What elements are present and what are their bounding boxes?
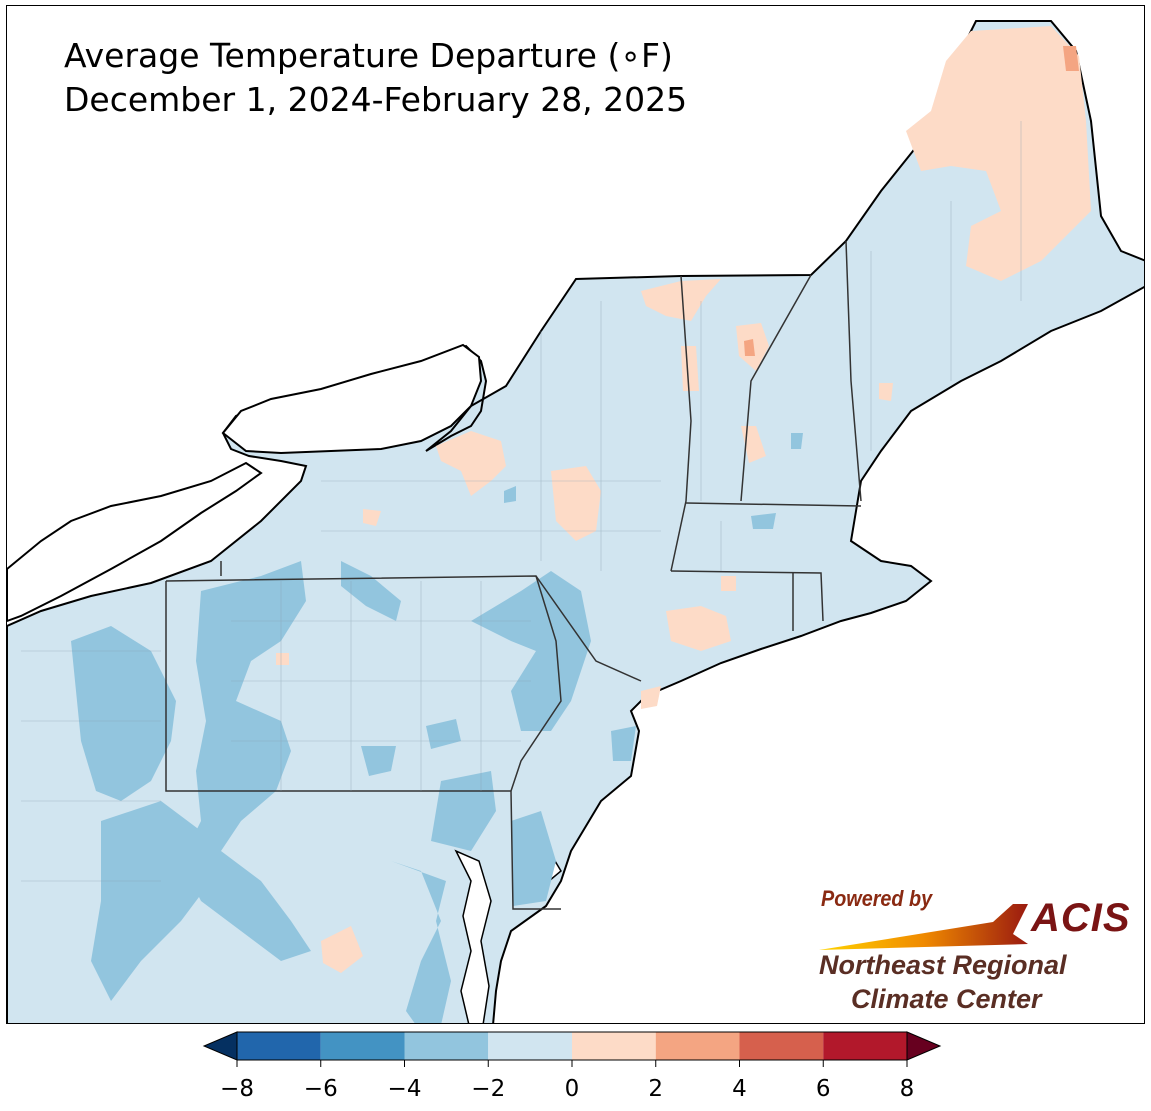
colorbar-bin	[237, 1032, 321, 1060]
colorbar-tick-label: 6	[816, 1076, 831, 1102]
colorbar-tick-label: −2	[471, 1076, 505, 1102]
lake-erie	[7, 461, 263, 623]
acis-wordmark: ACIS	[1031, 896, 1131, 940]
colorbar-bin	[739, 1032, 824, 1060]
org-name-line2: Climate Center	[851, 984, 1042, 1014]
colorbar: −8 −6 −4 −2 0 2 4 6 8	[202, 1031, 942, 1102]
colorbar-bin	[320, 1032, 405, 1060]
map-title: Average Temperature Departure (∘F)	[64, 36, 673, 75]
colorbar-tick-label: 4	[732, 1076, 747, 1102]
colorbar-tick-label: −6	[304, 1076, 338, 1102]
colorbar-tick-label: −4	[388, 1076, 422, 1102]
colorbar-tick-label: 2	[648, 1076, 663, 1102]
acis-swoosh-icon	[819, 904, 1028, 950]
colorbar-bin	[488, 1032, 572, 1060]
cold-departure-areas	[71, 433, 803, 1023]
temperature-departure-map	[7, 20, 1144, 1023]
state-boundaries	[165, 240, 862, 910]
colorbar-over-arrow	[906, 1031, 942, 1061]
map-date-range: December 1, 2024-February 28, 2025	[64, 80, 688, 119]
colorbar-under-arrow	[202, 1031, 238, 1061]
lake-ontario	[221, 343, 483, 455]
colorbar-bin	[823, 1032, 907, 1060]
powered-by-text: Powered by	[821, 886, 933, 911]
org-name-line1: Northeast Regional	[819, 950, 1067, 980]
colorbar-bin	[655, 1032, 740, 1060]
colorbar-tick-label: 0	[565, 1076, 580, 1102]
county-boundaries	[21, 121, 1022, 882]
colorbar-tick-label: 8	[900, 1076, 915, 1102]
colorbar-bin	[404, 1032, 489, 1060]
map-frame: Average Temperature Departure (∘F) Decem…	[6, 5, 1145, 1024]
colorbar-tick-label: −8	[220, 1076, 254, 1102]
hot-departure-areas	[744, 46, 1079, 356]
chesapeake-bay	[454, 849, 492, 1023]
acis-nrcc-logo: Powered by ACIS Northeast Regional Clima…	[813, 884, 1133, 1019]
colorbar-bins	[202, 1031, 942, 1061]
colorbar-ticks: −8 −6 −4 −2 0 2 4 6 8	[220, 1060, 914, 1102]
colorbar-bin	[572, 1032, 656, 1060]
